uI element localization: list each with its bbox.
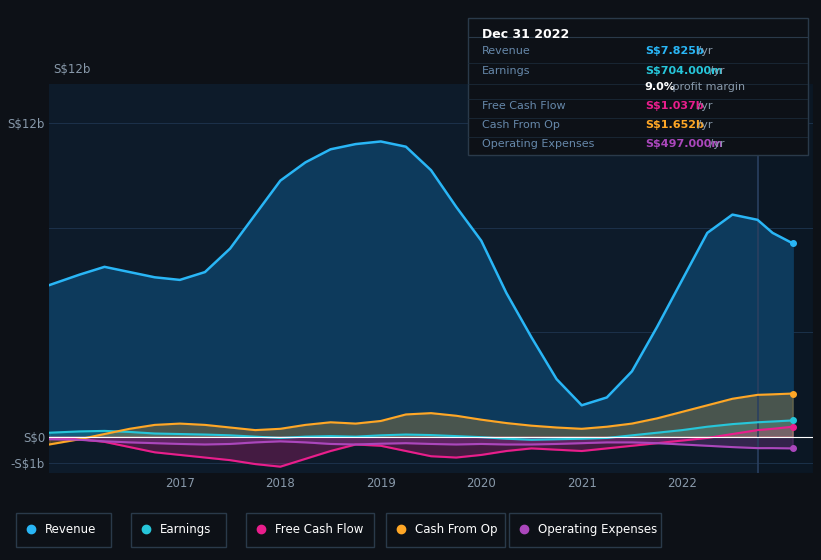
Text: S$1.652b: S$1.652b	[644, 120, 704, 130]
Text: /yr: /yr	[694, 46, 713, 56]
Text: /yr: /yr	[694, 101, 713, 111]
Text: 9.0%: 9.0%	[644, 82, 676, 91]
Text: S$12b: S$12b	[53, 63, 90, 76]
Text: S$1.037b: S$1.037b	[644, 101, 704, 111]
Text: /yr: /yr	[706, 67, 724, 76]
Text: profit margin: profit margin	[669, 82, 745, 91]
Text: Dec 31 2022: Dec 31 2022	[482, 27, 569, 40]
Text: S$704.000m: S$704.000m	[644, 67, 722, 76]
Text: Operating Expenses: Operating Expenses	[482, 139, 594, 149]
Text: Cash From Op: Cash From Op	[482, 120, 559, 130]
Text: /yr: /yr	[706, 139, 724, 149]
Bar	[758, 84, 813, 473]
Text: Earnings: Earnings	[482, 67, 530, 76]
Text: Free Cash Flow: Free Cash Flow	[482, 101, 565, 111]
Text: Cash From Op: Cash From Op	[415, 522, 497, 536]
Text: Operating Expenses: Operating Expenses	[538, 522, 657, 536]
Text: Revenue: Revenue	[45, 522, 97, 536]
Text: Earnings: Earnings	[160, 522, 212, 536]
Text: S$7.825b: S$7.825b	[644, 46, 704, 56]
Text: /yr: /yr	[694, 120, 713, 130]
Text: Revenue: Revenue	[482, 46, 530, 56]
Text: Free Cash Flow: Free Cash Flow	[275, 522, 364, 536]
Text: S$497.000m: S$497.000m	[644, 139, 722, 149]
